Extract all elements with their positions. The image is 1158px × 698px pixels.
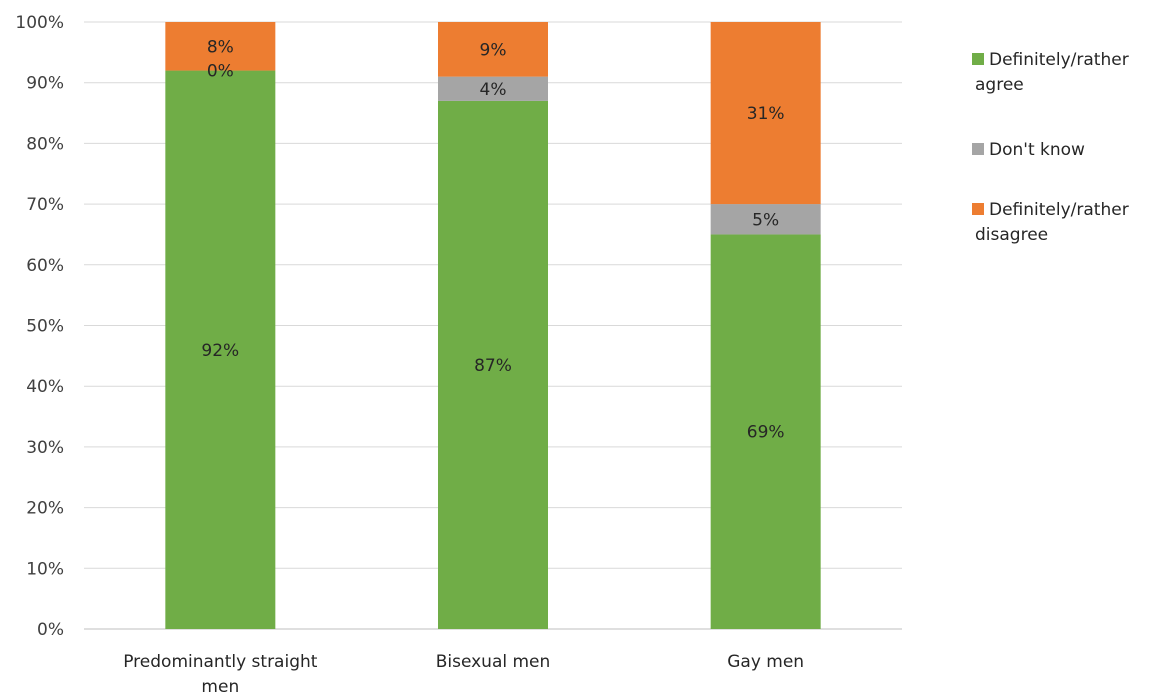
data-label: 5% — [752, 210, 779, 230]
legend: Definitely/rather agree Don't know Definite… — [972, 50, 1129, 245]
data-label: 0% — [207, 62, 234, 82]
axes: 0% 10% 20% 30% 40% 50% 60% 70% 80% 90% 100% Predomi… — [15, 13, 804, 697]
y-tick-label: 50% — [26, 317, 64, 337]
data-label: 8% — [207, 37, 234, 57]
bar-segment — [438, 22, 548, 77]
data-label: 9% — [480, 40, 507, 60]
legend-swatch — [972, 53, 984, 65]
y-tick-label: 20% — [26, 499, 64, 519]
legend-swatch — [972, 203, 984, 215]
x-category-label: Predominantly straight men — [123, 652, 318, 697]
legend-entry: Don't know — [989, 140, 1085, 160]
bar-segment — [165, 70, 276, 629]
y-tick-label: 80% — [26, 134, 64, 154]
y-tick-label: 40% — [26, 377, 64, 397]
bar-segment — [710, 204, 821, 235]
data-label: 4% — [480, 80, 507, 100]
y-tick-label: 70% — [26, 195, 64, 215]
y-tick-label: 0% — [37, 620, 64, 640]
y-tick-label: 10% — [26, 559, 64, 579]
bar-segment — [710, 234, 821, 629]
data-label: 31% — [747, 104, 785, 124]
bar-segment — [438, 100, 548, 629]
legend-entry: Definitely/rather disagree — [975, 200, 1129, 245]
y-tick-label: 100% — [15, 13, 64, 33]
data-label: 87% — [474, 356, 512, 376]
bar-segment — [438, 76, 548, 101]
legend-swatch — [972, 143, 984, 155]
data-label: 92% — [201, 341, 239, 361]
x-category-label: Gay men — [727, 652, 804, 672]
y-tick-label: 90% — [26, 74, 64, 94]
bar-segment — [710, 22, 821, 205]
data-labels: 92% 0% 8% 87% 4% 9% 69% 5% 31% — [201, 37, 784, 442]
data-label: 69% — [747, 423, 785, 443]
legend-entry: Definitely/rather agree — [975, 50, 1129, 95]
bar-segment — [165, 22, 276, 71]
y-tick-label: 60% — [26, 256, 64, 276]
bars — [165, 22, 821, 629]
y-tick-label: 30% — [26, 438, 64, 458]
x-category-label: Bisexual men — [436, 652, 551, 672]
